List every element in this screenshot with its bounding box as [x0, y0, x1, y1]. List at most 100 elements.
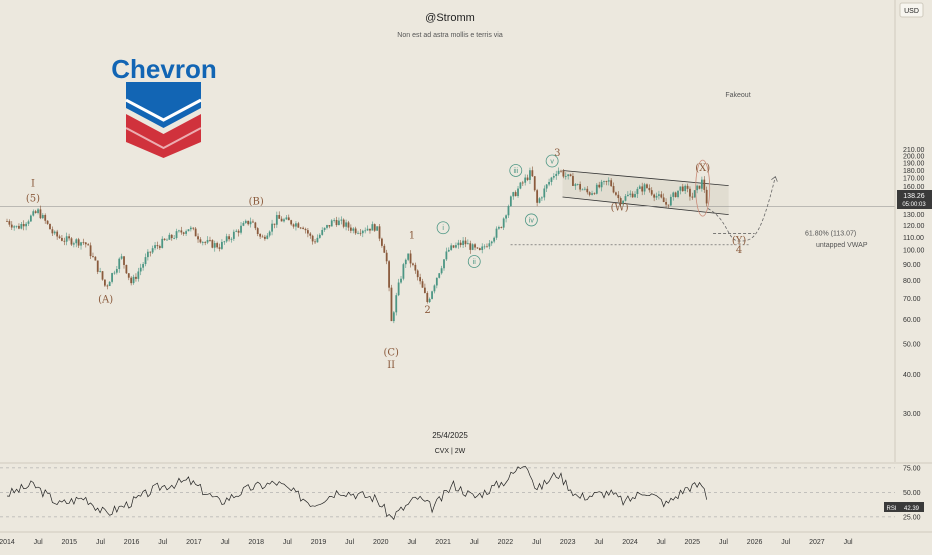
candle-body — [242, 222, 245, 226]
candle-body — [75, 239, 78, 244]
candle-body — [395, 295, 398, 313]
candle-body — [349, 227, 352, 231]
candle-body — [385, 252, 388, 262]
time-tick-label: 2023 — [560, 539, 576, 546]
candle-body — [77, 239, 80, 246]
candle-body — [703, 179, 706, 190]
candle-body — [660, 194, 663, 198]
candle-body — [452, 245, 455, 248]
candle-body — [58, 236, 61, 238]
candle-body — [514, 192, 517, 197]
candle-body — [478, 248, 481, 250]
fakeout-annotation: Fakeout — [725, 92, 750, 99]
candle-body — [142, 264, 145, 268]
fib-annotation: 61.80% (113.07) — [805, 231, 856, 238]
candle-body — [495, 228, 498, 238]
circled-label: v — [550, 159, 554, 166]
candle-body — [526, 177, 529, 180]
candle-body — [490, 241, 493, 244]
wave-label: I — [31, 178, 35, 189]
wave-label: II — [387, 360, 395, 371]
candle-body — [693, 190, 696, 198]
time-tick-label: Jul — [781, 539, 790, 546]
candle-body — [323, 227, 326, 230]
currency-badge[interactable] — [899, 2, 924, 18]
rsi-tick-label: 75.00 — [903, 465, 921, 472]
projection-curve — [707, 176, 776, 242]
candle-body — [426, 293, 429, 303]
rsi-pane[interactable]: 75.00 50.00 25.00 — [0, 465, 921, 521]
candle-body — [283, 219, 285, 222]
candle-body — [416, 270, 419, 278]
candle-body — [459, 242, 462, 246]
candle-body — [154, 245, 156, 249]
candle-body — [173, 237, 176, 239]
candle-body — [287, 217, 290, 221]
candle-body — [466, 243, 469, 245]
candle-body — [655, 195, 658, 198]
candle-body — [290, 220, 293, 225]
candle-body — [638, 186, 641, 189]
candle-body — [166, 239, 168, 241]
candle-body — [509, 196, 512, 207]
candle-body — [146, 251, 149, 258]
time-axis[interactable]: 2014 Jul 2015 Jul 2016 Jul 2017 Jul 2018 Jul 2019 J… — [0, 539, 853, 546]
price-levels — [0, 205, 895, 246]
candle-body — [366, 228, 369, 231]
candle-body — [72, 243, 75, 245]
candle-body — [545, 184, 548, 189]
candle-body — [376, 226, 379, 231]
candle-body — [101, 271, 104, 280]
candle-body — [679, 186, 682, 191]
candle-body — [311, 235, 314, 242]
candle-body — [665, 202, 667, 205]
candle-body — [519, 182, 522, 189]
candle-body — [244, 220, 247, 223]
candle-body — [361, 230, 364, 234]
candle-body — [533, 176, 536, 191]
candle-body — [369, 228, 371, 231]
candle-body — [108, 281, 111, 287]
circled-label-ring — [545, 154, 559, 168]
candle-body — [576, 184, 579, 185]
candle-body — [700, 179, 703, 189]
rsi-value-tag — [899, 502, 924, 512]
circled-label: i — [442, 225, 444, 232]
candle-body — [328, 225, 331, 227]
price-tick-label: 70.00 — [903, 296, 921, 303]
candle-body — [280, 218, 283, 222]
time-tick-label: 2016 — [124, 539, 140, 546]
candle-body — [435, 277, 438, 286]
candle-body — [240, 225, 242, 233]
price-tick-label: 160.00 — [903, 184, 925, 191]
candle-body — [471, 244, 474, 250]
candle-body — [223, 241, 226, 243]
candle-body — [603, 181, 605, 182]
candle-body — [89, 245, 92, 257]
candle-body — [37, 209, 39, 213]
candle-body — [681, 186, 684, 192]
candle-body — [500, 227, 503, 228]
wave-label: 3 — [554, 148, 560, 159]
candle-body — [175, 231, 178, 238]
circled-label: iii — [513, 168, 518, 175]
candle-body — [340, 219, 343, 221]
candle-body — [488, 243, 491, 247]
candle-body — [306, 230, 309, 234]
candle-body — [304, 228, 307, 231]
candle-body — [104, 279, 106, 286]
candle-body — [677, 190, 679, 198]
candle-body — [662, 197, 665, 203]
candle-body — [564, 176, 567, 177]
candle-body — [605, 181, 608, 182]
candle-body — [268, 231, 271, 236]
candle-body — [206, 239, 209, 243]
candle-body — [123, 256, 125, 265]
candle-body — [626, 194, 629, 197]
candle-body — [612, 186, 615, 193]
candle-body — [6, 221, 8, 222]
candle-body — [261, 236, 264, 238]
candle-body — [254, 222, 257, 229]
candle-body — [132, 276, 135, 284]
